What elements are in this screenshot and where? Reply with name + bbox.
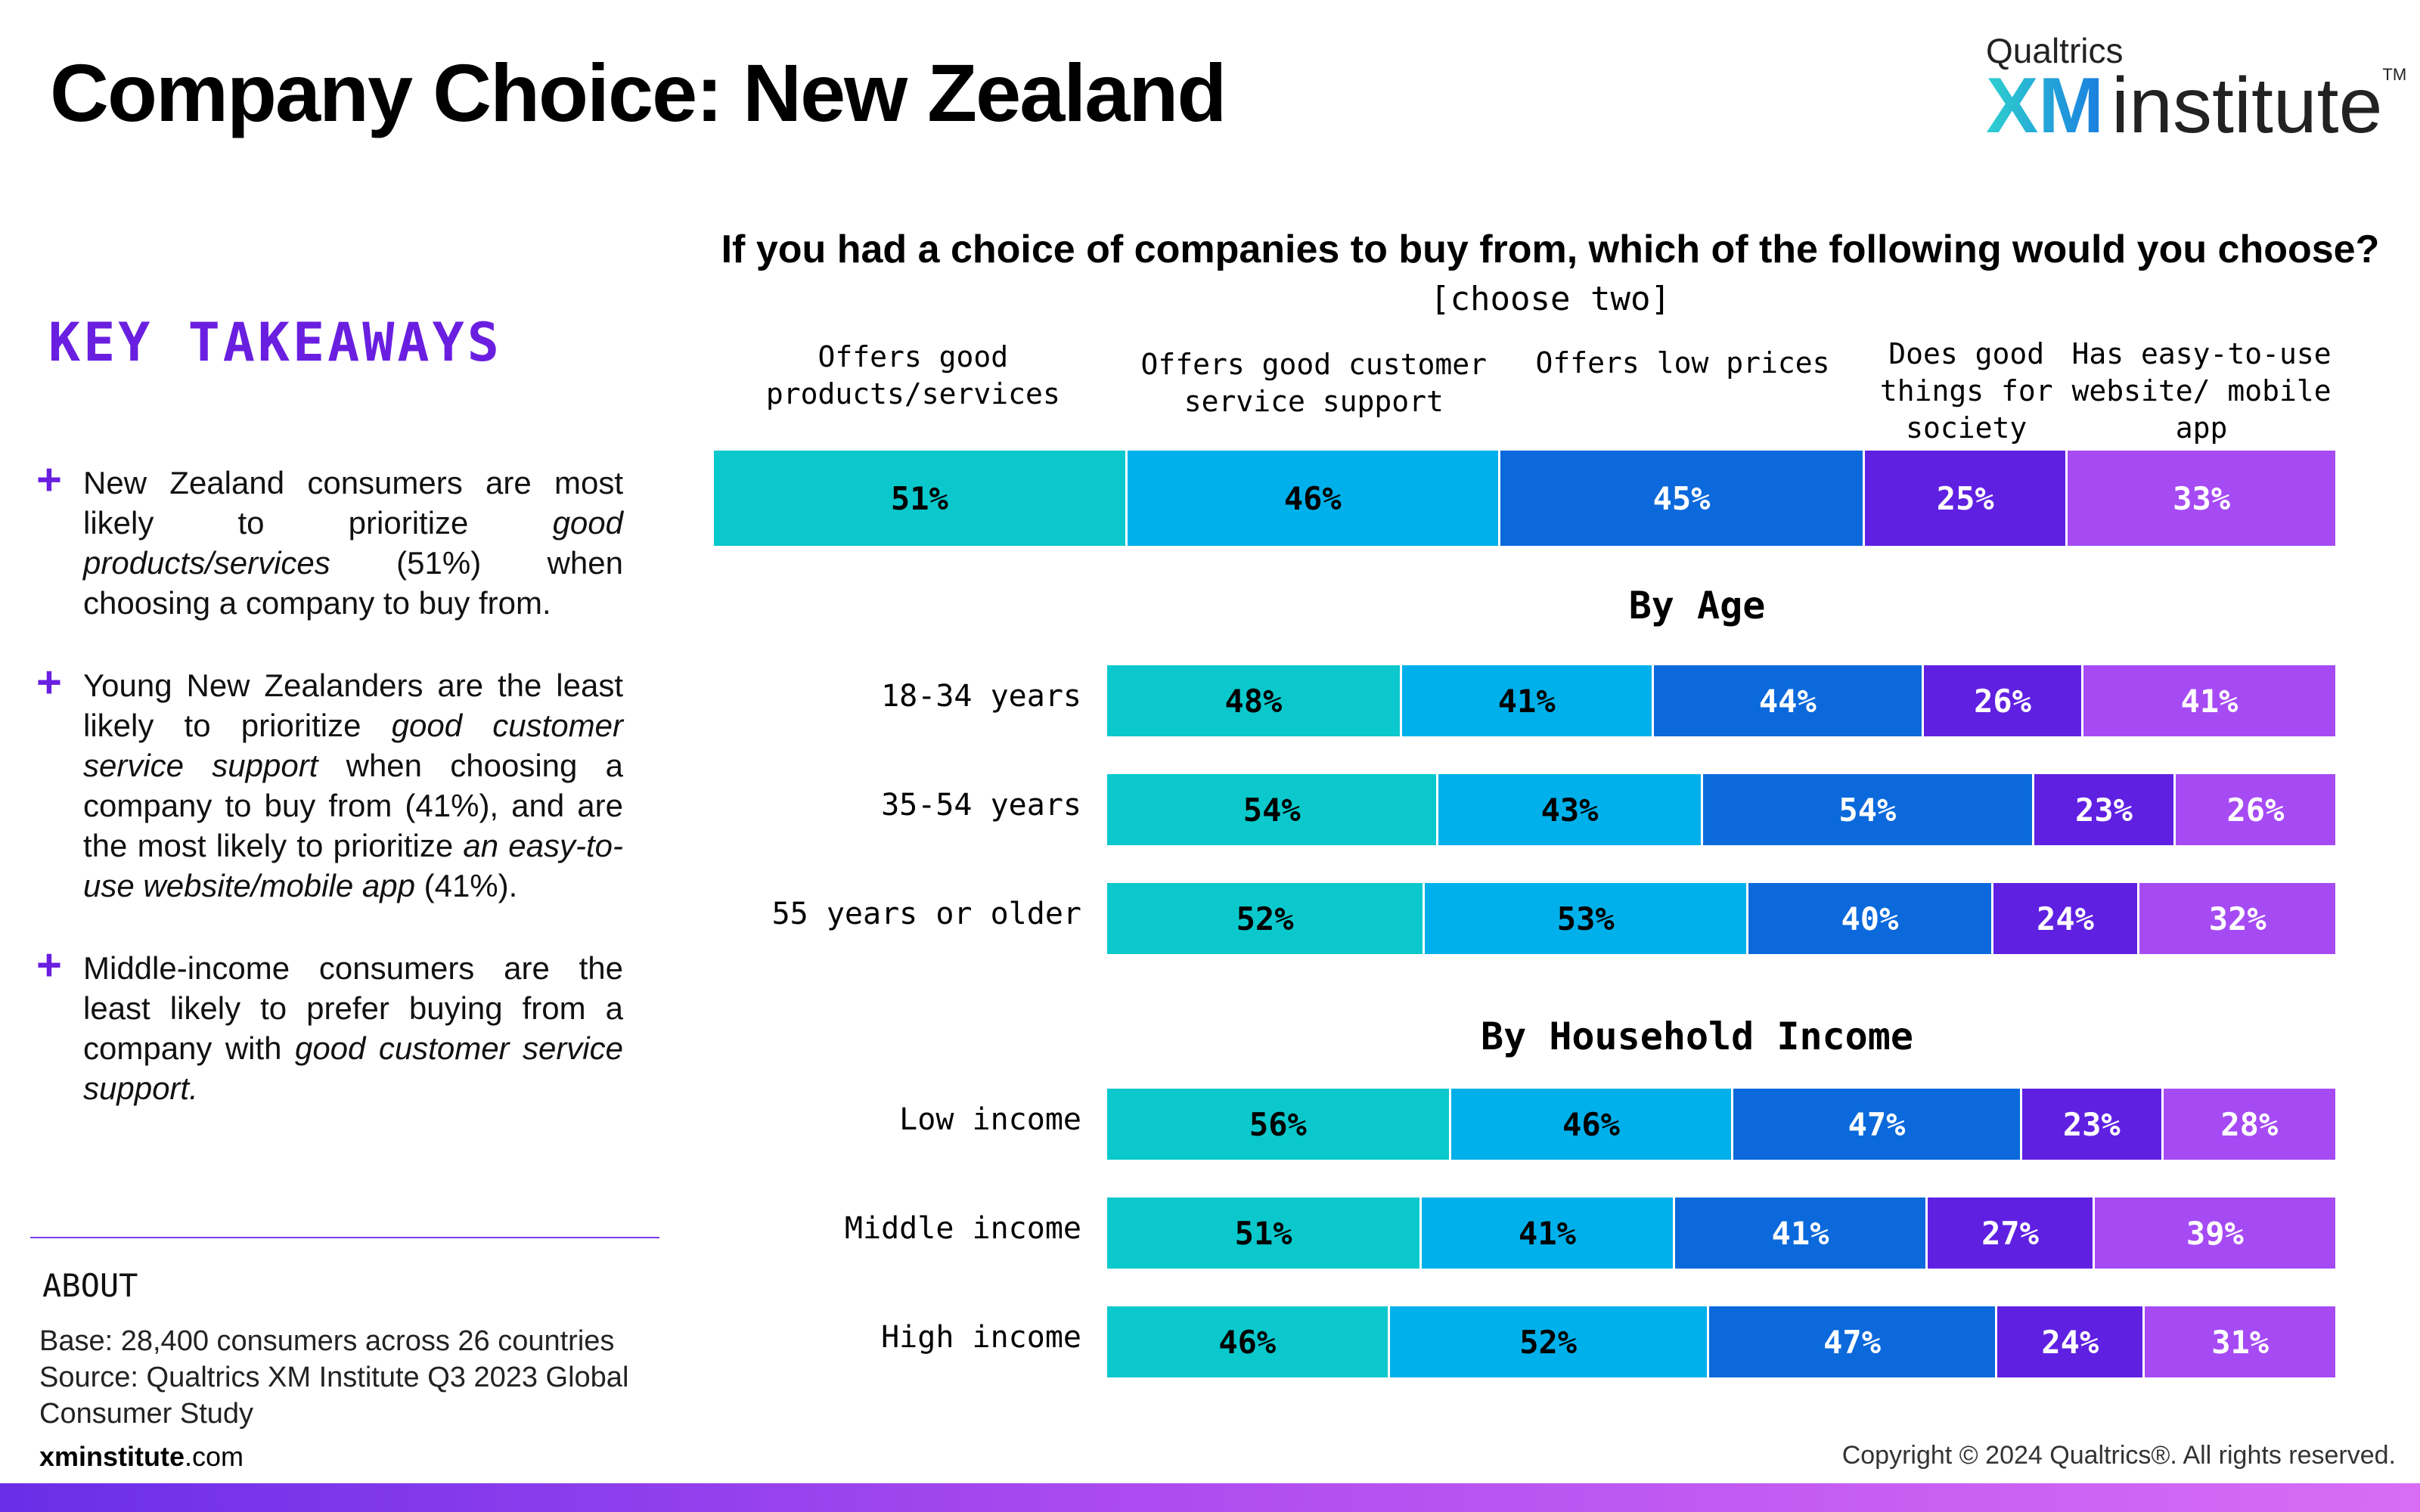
row-bar-2-2-seg-3: 41% <box>1674 1198 1928 1269</box>
row-bar-2-3-seg-3: 47% <box>1708 1306 1998 1377</box>
takeaway-text: Middle-income consumers are the least li… <box>83 950 623 1066</box>
row-bar-1-2-seg-2: 43% <box>1438 774 1703 845</box>
row-bar-2-3-seg-5: 31% <box>2145 1306 2335 1377</box>
about-source: Source: Qualtrics XM Institute Q3 2023 G… <box>39 1359 644 1432</box>
overall-bar-seg-2: 46% <box>1127 451 1500 546</box>
row-bar-2-1-seg-2: 46% <box>1450 1089 1734 1160</box>
row-bar-2-2-seg-2: 41% <box>1422 1198 1675 1269</box>
takeaway-emphasis: an easy-to-use website/mobile app <box>83 828 623 903</box>
row-label: Middle income <box>844 1211 1081 1246</box>
divider <box>30 1237 659 1238</box>
row-bar-1-1-seg-3: 44% <box>1653 665 1924 736</box>
section-title-1: By Age <box>1628 584 1766 627</box>
category-header-2: Offers good customer service support <box>1140 348 1488 418</box>
category-header-4: Does good things for society <box>1879 337 2053 445</box>
row-bar-1-2-seg-5: 26% <box>2175 774 2335 845</box>
row-bar-1-2-seg-3: 54% <box>1702 774 2035 845</box>
site-link[interactable]: xminstitute.com <box>39 1441 244 1473</box>
row-label: Low income <box>899 1102 1081 1137</box>
about-heading: ABOUT <box>42 1267 138 1304</box>
category-header-3: Offers low prices <box>1535 346 1830 380</box>
takeaway-emphasis: good products/services <box>83 505 623 581</box>
row-bar-2-3-seg-2: 52% <box>1389 1306 1709 1377</box>
copyright: Copyright © 2024 Qualtrics®. All rights … <box>1841 1441 2396 1470</box>
chart-question: If you had a choice of companies to buy … <box>721 228 2380 271</box>
row-bar-1-1-seg-1: 48% <box>1107 665 1402 736</box>
overall-bar-seg-4: 25% <box>1865 451 2068 546</box>
category-header-5: Has easy-to-use website/ mobile app <box>2071 337 2332 445</box>
row-bar-2-1-seg-3: 47% <box>1733 1089 2022 1160</box>
takeaway-text: (41%). <box>414 868 518 903</box>
row-bar-2-1-seg-5: 28% <box>2163 1089 2335 1160</box>
category-header-1: Offers good products/services <box>765 340 1060 411</box>
row-bar-2-3-seg-1: 46% <box>1107 1306 1390 1377</box>
logo-tm: TM <box>2382 65 2407 84</box>
plus-icon: + <box>36 455 62 504</box>
row-bar-2-1-seg-4: 23% <box>2021 1089 2164 1160</box>
plus-icon: + <box>36 658 62 707</box>
overall-bar-seg-5: 33% <box>2068 451 2335 546</box>
about-source-label: Source: <box>39 1362 138 1393</box>
section-title-2: By Household Income <box>1481 1015 1913 1058</box>
row-bar-2-2-seg-4: 27% <box>1928 1198 2095 1269</box>
row-bar-1-2-seg-4: 23% <box>2034 774 2176 845</box>
row-bar-1-3-seg-2: 53% <box>1425 883 1749 954</box>
row-bar-1-3-seg-5: 32% <box>2139 883 2335 954</box>
row-bar-2-2-seg-1: 51% <box>1107 1198 1423 1269</box>
takeaway-3: + Middle-income consumers are the least … <box>36 940 623 1108</box>
row-bar-1-3-seg-4: 24% <box>1993 883 2140 954</box>
row-bar-1-1-seg-4: 26% <box>1923 665 2084 736</box>
row-bar-2-1-seg-1: 56% <box>1107 1089 1451 1160</box>
about-base: Base: 28,400 consumers across 26 countri… <box>39 1323 644 1359</box>
overall-bar-seg-1: 51% <box>714 451 1128 546</box>
site-link-rest: .com <box>185 1441 244 1472</box>
about-source-text: Qualtrics XM Institute Q3 2023 Global Co… <box>39 1362 629 1430</box>
takeaway-emphasis: good customer service support. <box>83 1030 623 1106</box>
takeaway-1: + New Zealand consumers are most likely … <box>36 455 623 623</box>
logo-institute-text: institute <box>2111 62 2383 150</box>
takeaway-emphasis: good customer service support <box>83 708 623 783</box>
about-base-text: 28,400 consumers across 26 countries <box>113 1325 615 1357</box>
row-label: 18-34 years <box>881 679 1081 714</box>
takeaway-2: + Young New Zealanders are the least lik… <box>36 658 623 906</box>
row-bar-2-2-seg-5: 39% <box>2094 1198 2335 1269</box>
row-bar-1-3-seg-3: 40% <box>1748 883 1993 954</box>
bottom-gradient-bar <box>0 1483 2420 1512</box>
row-bar-1-2-seg-1: 54% <box>1107 774 1439 845</box>
logo-xm-institute: XMinstituteTM <box>1986 65 2407 146</box>
row-bar-1-1-seg-5: 41% <box>2083 665 2335 736</box>
takeaway-text: Young New Zealanders are the least likel… <box>83 668 623 743</box>
row-label: 35-54 years <box>881 788 1081 823</box>
takeaway-text: (51%) when choosing a company to buy fro… <box>83 545 623 621</box>
page-title: Company Choice: New Zealand <box>50 47 1227 138</box>
overall-bar-seg-3: 45% <box>1500 451 1866 546</box>
row-bar-1-1-seg-2: 41% <box>1401 665 1654 736</box>
plus-icon: + <box>36 940 62 990</box>
chart-subtitle: [choose two] <box>1430 280 1671 318</box>
logo-xm-text: XM <box>1986 62 2104 150</box>
site-link-bold: xminstitute <box>39 1441 185 1472</box>
about-base-label: Base: <box>39 1325 113 1357</box>
row-bar-1-3-seg-1: 52% <box>1107 883 1426 954</box>
row-label: High income <box>881 1320 1081 1355</box>
takeaway-text: when choosing a company to buy from (41%… <box>83 748 623 863</box>
logo-qualtrics: Qualtrics <box>1986 31 2124 70</box>
takeaway-text: New Zealand consumers are most likely to… <box>83 465 623 541</box>
key-takeaways-heading: KEY TAKEAWAYS <box>48 311 502 373</box>
row-label: 55 years or older <box>771 897 1081 931</box>
row-bar-2-3-seg-4: 24% <box>1997 1306 2145 1377</box>
